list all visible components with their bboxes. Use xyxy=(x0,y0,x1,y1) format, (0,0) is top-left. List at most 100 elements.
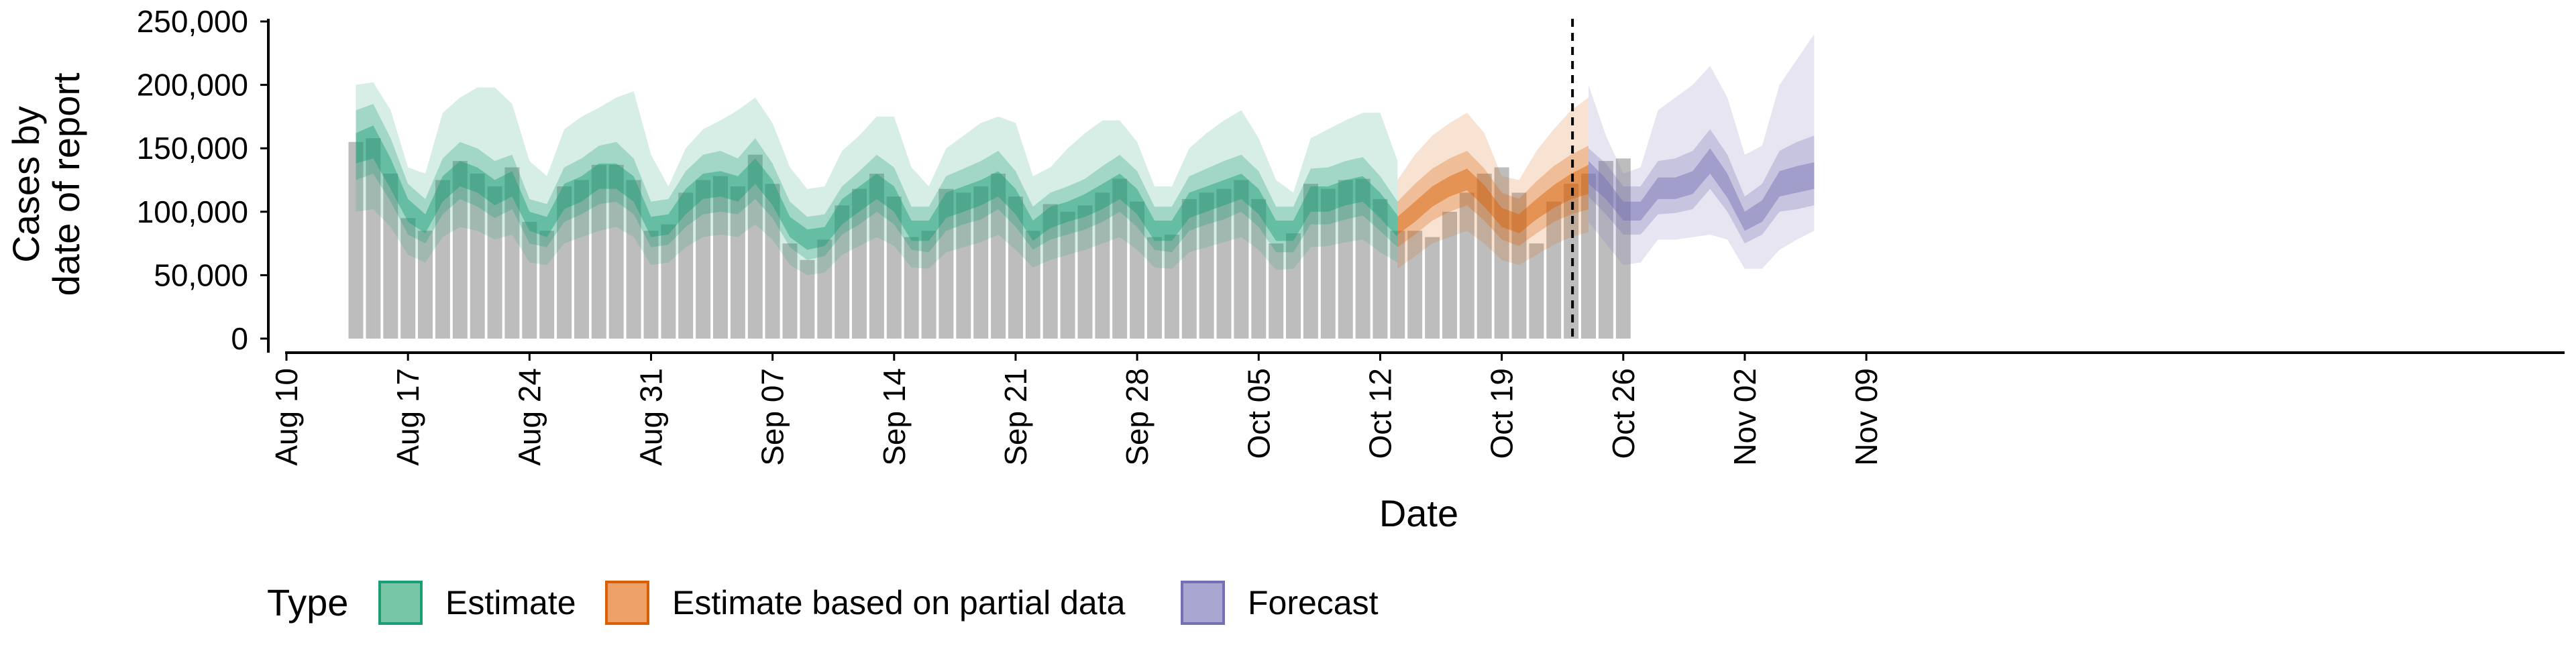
bar xyxy=(1355,178,1371,339)
bar xyxy=(1286,233,1301,339)
bar xyxy=(904,237,919,339)
legend-label[interactable]: Estimate based on partial data xyxy=(672,584,1126,622)
bar xyxy=(1494,167,1509,339)
bar xyxy=(1234,180,1249,339)
x-tick-label: Oct 05 xyxy=(1241,368,1276,459)
x-tick-label: Sep 14 xyxy=(877,368,912,466)
bar xyxy=(1320,188,1336,339)
bar xyxy=(1598,161,1613,339)
bar xyxy=(487,186,502,339)
bar xyxy=(1025,231,1040,339)
y-axis-title-line: date of report xyxy=(45,72,87,296)
bar xyxy=(435,180,450,339)
y-tick-label: 200,000 xyxy=(137,68,248,103)
bar xyxy=(869,174,884,339)
x-tick-label: Oct 19 xyxy=(1485,368,1519,459)
bar xyxy=(765,184,780,339)
estimate-based-on-partial-data-outer-band xyxy=(1397,97,1589,269)
bar xyxy=(470,174,485,339)
bar xyxy=(730,186,745,339)
x-tick-label: Sep 28 xyxy=(1120,368,1155,466)
bar xyxy=(1459,192,1474,339)
bar xyxy=(747,154,763,339)
bar xyxy=(1442,211,1457,339)
bar xyxy=(1390,231,1405,339)
bar xyxy=(366,138,381,339)
bar xyxy=(713,176,728,339)
legend-title: Type xyxy=(267,581,348,624)
bar xyxy=(418,231,433,339)
bar xyxy=(348,141,364,339)
bar xyxy=(504,167,520,339)
legend-swatch[interactable] xyxy=(1181,581,1225,625)
bar xyxy=(1181,198,1197,339)
bar xyxy=(1077,205,1093,339)
bar xyxy=(696,180,711,339)
bar xyxy=(1269,243,1284,339)
bar xyxy=(991,174,1006,339)
bar xyxy=(938,188,954,339)
bar xyxy=(1164,234,1179,339)
bar xyxy=(921,231,936,339)
bar xyxy=(1338,180,1353,339)
estimate-outer-band xyxy=(356,82,1398,276)
bar xyxy=(1373,198,1388,339)
bar xyxy=(1060,211,1075,339)
y-tick-label: 150,000 xyxy=(137,131,248,166)
bar xyxy=(1529,243,1544,339)
forecast-mid-band xyxy=(1589,129,1815,244)
forecast-outer-band xyxy=(1589,34,1815,269)
bar xyxy=(626,180,641,339)
x-tick-label: Aug 10 xyxy=(269,368,304,466)
bar xyxy=(1216,188,1232,339)
legend-swatch[interactable] xyxy=(378,581,423,625)
bar xyxy=(1581,174,1596,339)
legend-swatch[interactable] xyxy=(605,581,649,625)
x-axis-title: Date xyxy=(1379,492,1458,534)
bar xyxy=(1008,196,1023,339)
bar xyxy=(817,239,833,339)
bar xyxy=(1546,201,1562,339)
bar xyxy=(1095,192,1110,339)
y-tick-label: 250,000 xyxy=(137,4,248,39)
bar xyxy=(678,192,694,339)
x-tick-label: Aug 17 xyxy=(390,368,425,466)
x-tick-label: Oct 26 xyxy=(1606,368,1641,459)
bar xyxy=(973,186,989,339)
bar xyxy=(1477,174,1492,339)
bar xyxy=(1303,184,1318,339)
bar xyxy=(1130,201,1145,339)
bar xyxy=(1615,158,1631,339)
bar xyxy=(1042,204,1058,339)
x-tick-label: Aug 31 xyxy=(633,368,668,466)
x-tick-label: Sep 21 xyxy=(998,368,1033,466)
bar xyxy=(661,224,676,339)
bar xyxy=(800,259,815,339)
bar xyxy=(782,243,798,339)
bar xyxy=(643,231,659,339)
bar xyxy=(452,161,468,339)
bar xyxy=(1199,192,1214,339)
bar xyxy=(557,186,572,339)
legend-label[interactable]: Forecast xyxy=(1248,584,1379,622)
bar xyxy=(886,196,902,339)
y-tick-label: 0 xyxy=(231,321,248,356)
x-tick-label: Nov 09 xyxy=(1849,368,1884,466)
y-axis-title: Cases bydate of report xyxy=(5,72,87,296)
bar xyxy=(852,188,867,339)
bar xyxy=(608,164,624,339)
bar xyxy=(591,164,606,339)
bar xyxy=(1564,184,1579,339)
y-axis-title-line: Cases by xyxy=(5,106,47,262)
bar xyxy=(1407,231,1423,339)
x-tick-label: Oct 12 xyxy=(1362,368,1397,459)
bar xyxy=(1425,237,1440,339)
estimate-mid-band xyxy=(356,104,1398,260)
bar xyxy=(522,221,537,339)
forecast-inner-band xyxy=(1589,148,1815,231)
bar xyxy=(1147,237,1162,339)
legend-label[interactable]: Estimate xyxy=(445,584,576,622)
bar xyxy=(956,192,971,339)
